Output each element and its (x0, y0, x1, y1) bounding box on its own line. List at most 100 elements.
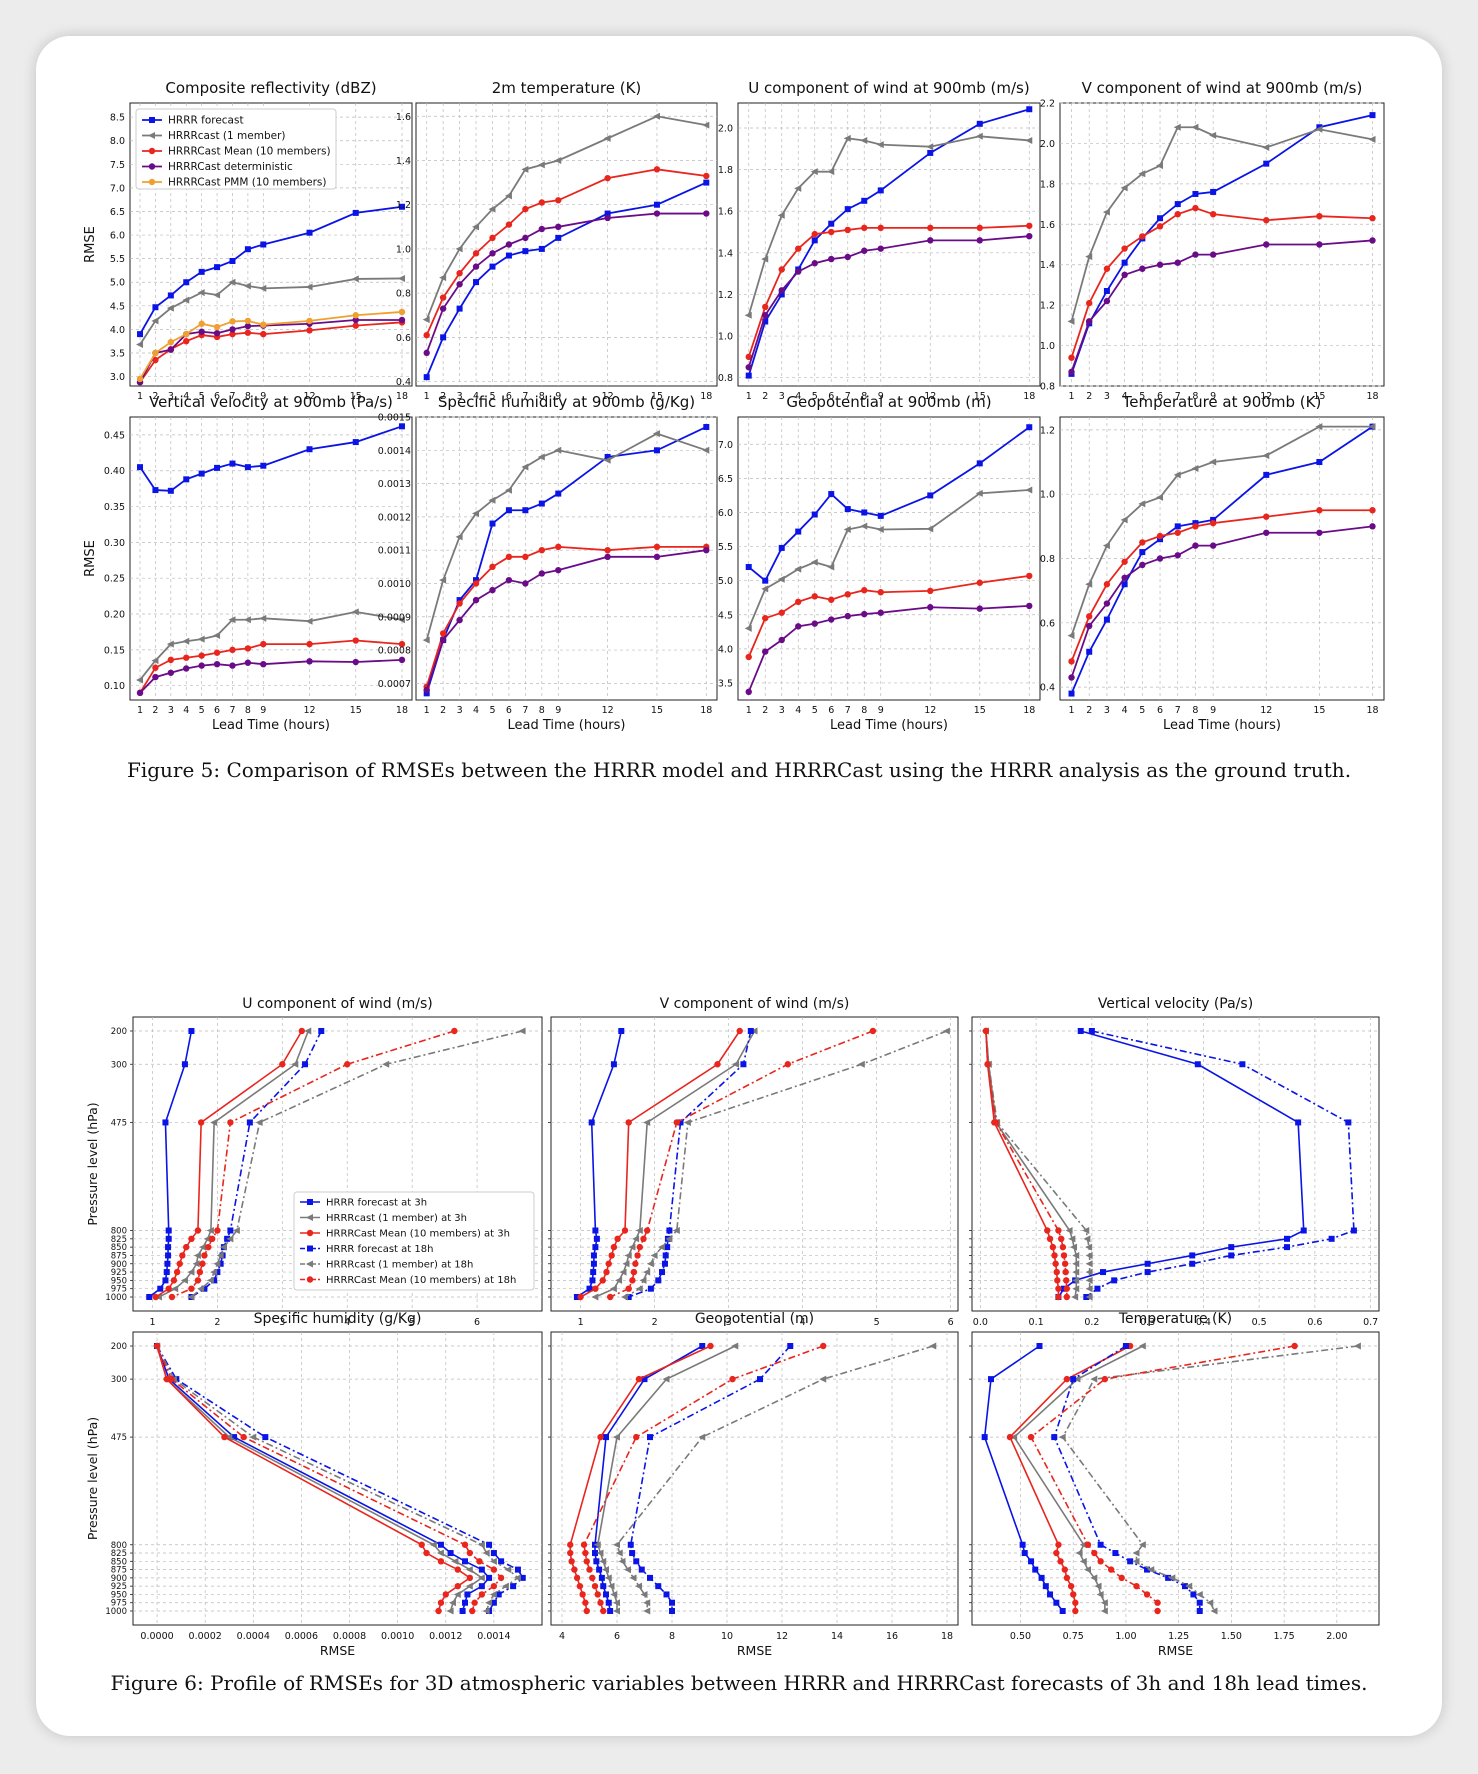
x-tick-label: 12 (776, 1631, 788, 1642)
data-point-mean-3h (1061, 1566, 1068, 1573)
series-line-det (425, 549, 707, 691)
x-axis-label: Lead Time (hours) (507, 718, 625, 733)
data-point-mean-18h (478, 1591, 486, 1598)
data-point-mean (439, 294, 447, 301)
x-tick-label: 8 (861, 391, 867, 402)
x-tick-label: 10 (721, 1631, 733, 1642)
data-point-hrrr-18h (318, 1028, 325, 1034)
legend-label-hrrr-18h: HRRR forecast at 18h (326, 1244, 433, 1255)
x-tick-label: 9 (555, 391, 561, 402)
legend-label-hrrr-3h: HRRR forecast at 3h (326, 1198, 427, 1209)
data-point-hrrr (762, 318, 769, 325)
data-point-det (745, 688, 752, 696)
data-point-det (877, 609, 884, 616)
data-point-one-18h (1085, 1243, 1093, 1251)
data-point-det (244, 659, 252, 666)
data-point-hrrr-18h (669, 1599, 675, 1606)
chart-title: Temperature (K) (1118, 1311, 1232, 1327)
legend-frame (293, 1191, 535, 1291)
data-point-one (397, 616, 405, 624)
series-line-one (425, 432, 707, 641)
data-point-mean (844, 591, 851, 598)
data-point-hrrr-3h (1100, 1269, 1107, 1276)
x-tick-label: 3 (1104, 391, 1110, 402)
data-point-mean-18h (461, 1541, 469, 1548)
series-line-det (747, 235, 1030, 368)
data-point-one-18h (650, 1251, 658, 1259)
data-point-hrrr (473, 279, 480, 286)
data-point-hrrr-3h (162, 1119, 169, 1126)
data-point-hrrr (762, 577, 769, 584)
data-point-det (538, 570, 546, 577)
data-point-one-18h (1147, 1566, 1155, 1574)
data-point-mean (555, 543, 562, 551)
data-point-hrrr-18h (747, 1028, 754, 1034)
data-point-hrrr-3h (603, 1591, 609, 1598)
y-tick-label: 6.5 (110, 207, 125, 218)
data-point-one (761, 585, 769, 593)
data-point-one-18h (615, 1549, 623, 1557)
data-point-hrrr-18h (1097, 1541, 1104, 1548)
data-point-hrrr (423, 690, 430, 697)
data-point-one-18h (187, 1293, 195, 1301)
x-tick-label: 6 (214, 705, 220, 716)
data-point-mean-18h (1118, 1574, 1125, 1582)
data-point-det (1174, 552, 1181, 559)
y-tick-label: 7.0 (718, 440, 733, 451)
data-point-hrrr-18h (1328, 1235, 1335, 1242)
data-point-det (1068, 674, 1075, 681)
data-point-mean (828, 228, 835, 236)
x-tick-label: 2 (1086, 705, 1092, 716)
data-point-one-3h (622, 1260, 630, 1268)
x-tick-label: 2 (762, 391, 768, 402)
data-point-mean (1156, 223, 1164, 230)
data-point-hrrr (1139, 549, 1146, 556)
data-point-det (927, 237, 934, 244)
x-tick-label: 3 (457, 705, 463, 716)
x-tick-label: 1.00 (1115, 1631, 1136, 1642)
x-tick-label: 0.0002 (189, 1631, 222, 1642)
x-tick-label: 5 (489, 705, 495, 716)
x-tick-label: 3 (1104, 705, 1110, 716)
data-point-one-18h (618, 1557, 626, 1565)
data-point-mean (1086, 299, 1093, 307)
y-tick-label: 300 (111, 1375, 127, 1385)
legend-label-one-3h: HRRRcast (1 member) at 3h (326, 1213, 467, 1224)
data-point-hrrr (828, 491, 835, 498)
y-tick-label: 4.5 (718, 610, 733, 621)
data-point-hrrr-18h (1144, 1269, 1151, 1276)
data-point-mean-3h (714, 1061, 721, 1068)
data-point-mean-3h (466, 1574, 474, 1582)
x-tick-label: 0.75 (1063, 1631, 1084, 1642)
data-point-one (1138, 170, 1146, 178)
data-point-hrrr-18h (486, 1541, 493, 1548)
chart-title: Geopotential (m) (695, 1311, 814, 1327)
data-point-one-3h (192, 1260, 200, 1268)
data-point-one (860, 522, 868, 530)
data-point-one-18h (672, 1227, 680, 1234)
data-point-det (167, 669, 175, 676)
data-point-hrrr (473, 577, 480, 584)
data-point-hrrr-18h (1122, 1343, 1129, 1349)
y-tick-label: 2.2 (1040, 99, 1055, 110)
data-point-one (472, 223, 480, 231)
data-point-one-18h (1185, 1582, 1193, 1590)
y-tick-label: 0.20 (104, 610, 125, 621)
data-point-mean-3h (418, 1541, 425, 1548)
data-point-hrrr-3h (618, 1028, 625, 1034)
data-point-mean (927, 224, 934, 232)
legend-marker-hrrr-3h (307, 1199, 313, 1205)
data-point-mean (244, 329, 252, 336)
data-point-mean (1316, 213, 1323, 220)
data-point-mean-3h (577, 1293, 584, 1301)
data-point-det (352, 658, 359, 666)
data-point-one-3h (1083, 1566, 1091, 1574)
data-point-mean-3h (298, 1027, 305, 1035)
data-point-det (456, 616, 463, 624)
data-point-hrrr (1192, 520, 1199, 527)
data-point-one (1120, 184, 1128, 192)
y-tick-label: 0.40 (104, 466, 125, 477)
data-point-one-3h (1073, 1375, 1081, 1383)
data-point-mean-3h (1055, 1541, 1062, 1548)
